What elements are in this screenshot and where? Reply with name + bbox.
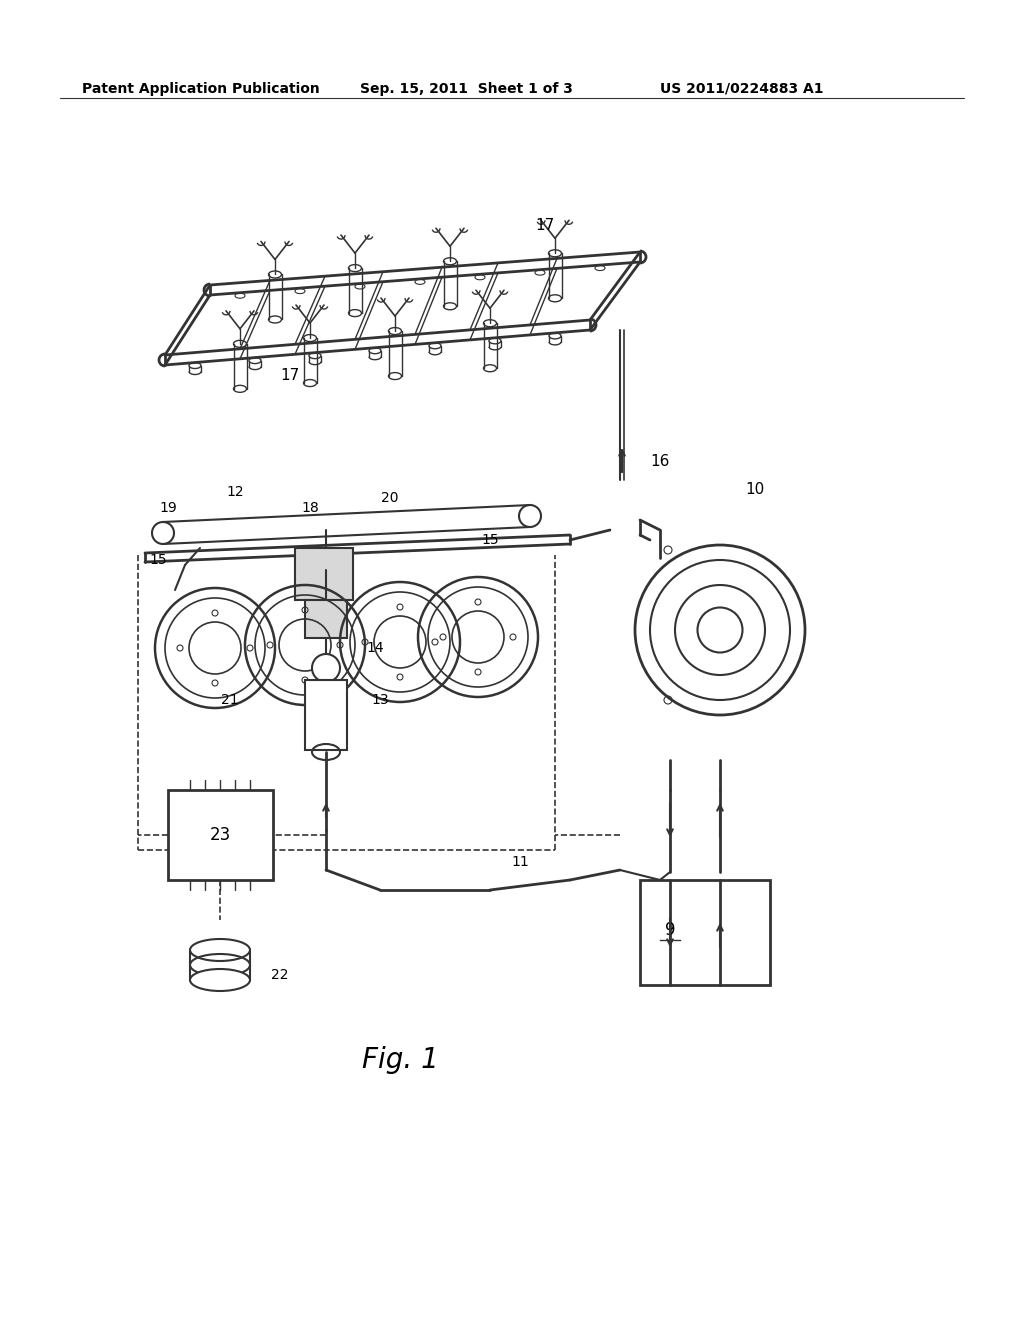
Text: 9: 9 xyxy=(665,921,675,939)
Ellipse shape xyxy=(312,653,340,682)
Text: 20: 20 xyxy=(381,491,398,506)
Text: 15: 15 xyxy=(481,533,499,546)
Bar xyxy=(640,880,770,985)
Bar xyxy=(305,680,347,750)
Text: 10: 10 xyxy=(745,483,765,498)
Text: 21: 21 xyxy=(221,693,239,708)
Text: 13: 13 xyxy=(371,693,389,708)
Text: 16: 16 xyxy=(650,454,670,470)
Text: 14: 14 xyxy=(367,642,384,655)
Bar xyxy=(295,548,353,601)
Bar xyxy=(168,789,273,880)
Text: 22: 22 xyxy=(271,968,289,982)
Text: 12: 12 xyxy=(226,484,244,499)
Text: 15: 15 xyxy=(150,553,167,568)
Bar xyxy=(305,601,347,638)
Text: 18: 18 xyxy=(301,502,318,515)
Text: 23: 23 xyxy=(209,826,230,843)
Text: 19: 19 xyxy=(159,502,177,515)
Ellipse shape xyxy=(190,969,250,991)
Text: 17: 17 xyxy=(536,219,555,234)
Text: Fig. 1: Fig. 1 xyxy=(361,1045,438,1074)
Text: Sep. 15, 2011  Sheet 1 of 3: Sep. 15, 2011 Sheet 1 of 3 xyxy=(360,82,572,96)
Text: 11: 11 xyxy=(511,855,528,869)
Text: Patent Application Publication: Patent Application Publication xyxy=(82,82,319,96)
Text: US 2011/0224883 A1: US 2011/0224883 A1 xyxy=(660,82,823,96)
Text: 17: 17 xyxy=(281,367,300,383)
